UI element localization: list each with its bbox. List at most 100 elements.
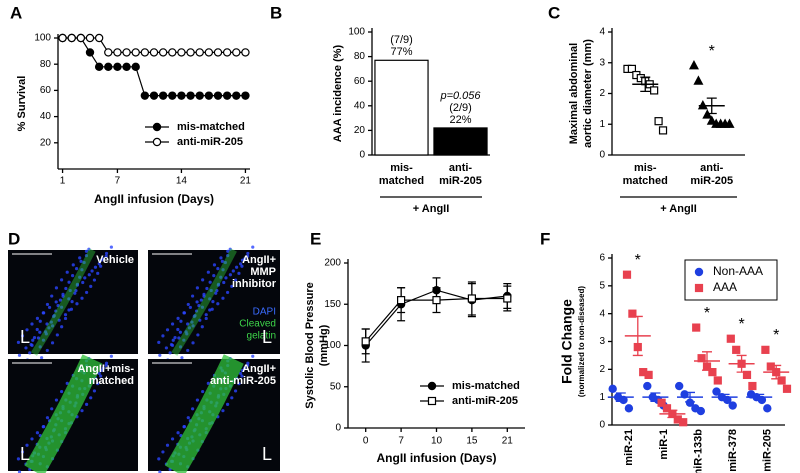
micrograph-dot [216, 282, 221, 286]
micrograph-dot [158, 470, 162, 473]
marker [122, 48, 131, 57]
lumen-label: L [262, 444, 272, 464]
annotation: * [709, 43, 715, 60]
micrograph-dot [43, 330, 48, 334]
micrograph-dot [96, 271, 100, 275]
panel-caption: anti-miR-205 [210, 375, 276, 387]
micrograph-dot [164, 346, 168, 350]
x-tick-label: 14 [176, 176, 188, 187]
micrograph-dot [226, 249, 230, 253]
panel-caption: AngII+ [242, 254, 276, 266]
x-tick-label: miR-378 [727, 429, 739, 472]
micrograph-stain [31, 248, 96, 356]
marker [204, 48, 214, 57]
sem-bar [667, 409, 678, 419]
sem-bar [640, 76, 651, 92]
micrograph-dot [45, 416, 50, 420]
micrograph-dot [246, 363, 250, 367]
micrograph-dot [79, 259, 83, 263]
micrograph-dot [220, 259, 224, 263]
micrograph-dot [243, 257, 247, 261]
micrograph-dot [64, 286, 68, 291]
marker [177, 91, 186, 100]
micrograph-dot [101, 257, 105, 261]
x-tick-label: 0 [363, 436, 369, 447]
micrograph-dot [69, 307, 74, 311]
lumen-label: L [20, 444, 30, 464]
marker [726, 334, 735, 343]
micrograph-dot [224, 276, 228, 280]
micrograph-dot [228, 247, 232, 251]
micrograph-dot [70, 274, 75, 278]
legend-marker [694, 283, 704, 293]
micrograph-dot [197, 304, 201, 308]
micrograph-dot [16, 340, 21, 344]
micrograph-dot [251, 245, 255, 249]
micrograph-dot [222, 280, 226, 285]
x-tick-label: matched [379, 175, 424, 187]
micrograph-dot [74, 267, 79, 271]
micrograph-dot [223, 260, 227, 265]
stain-label: DAPI [253, 307, 276, 318]
micrograph-dot [219, 275, 223, 279]
micrograph-dot [73, 291, 77, 295]
micrograph-dot [38, 345, 42, 349]
micrograph-dot [212, 274, 216, 278]
micrograph-dot [97, 371, 101, 376]
micrograph-dot [206, 270, 210, 274]
micrograph-dot [89, 396, 93, 400]
y-axis-label: (mmHg) [318, 324, 330, 366]
panel-caption: AngII+ [242, 363, 276, 375]
marker [177, 48, 186, 57]
micrograph-dot [238, 371, 243, 376]
micrograph-dot [226, 254, 230, 258]
micrograph-dot [157, 340, 161, 344]
micrograph-dot [45, 348, 49, 353]
value-label: 22% [449, 114, 471, 126]
sem-bar [685, 391, 695, 403]
y-tick-label: 80 [354, 51, 366, 62]
micrograph-dot [184, 330, 188, 334]
micrograph-dot [32, 335, 37, 340]
micrograph-dot [240, 368, 245, 373]
marker [766, 362, 775, 371]
micrograph-dot [38, 330, 42, 334]
micrograph-stain [164, 354, 244, 473]
micrograph-dot [65, 270, 69, 274]
y-tick-label: 40 [354, 100, 366, 111]
micrograph-dot [219, 256, 223, 260]
micrograph-dot [67, 280, 71, 284]
micrograph-dot [204, 316, 208, 321]
y-tick-label: 3 [599, 336, 605, 347]
micrograph-dot [209, 288, 213, 293]
micrograph-dot [198, 318, 202, 322]
x-tick-label: miR-205 [762, 429, 774, 472]
micrograph-dot [54, 398, 59, 402]
lumen-label: L [262, 327, 272, 347]
marker [131, 62, 140, 72]
micrograph-dot [75, 282, 80, 286]
marker [104, 62, 113, 72]
micrograph-dot [158, 353, 162, 357]
micrograph-dot [35, 327, 39, 332]
x-tick-label: 7 [115, 176, 121, 187]
micrograph-dot [54, 300, 58, 304]
micrograph-dot [54, 286, 59, 290]
micrograph-dot [87, 273, 91, 277]
marker [213, 91, 223, 100]
panel-letter: C [548, 3, 560, 22]
micrograph-dot [47, 326, 51, 330]
panel-letter: F [540, 229, 550, 248]
micrograph-dot [40, 356, 44, 360]
y-tick-label: 200 [324, 258, 341, 269]
marker [158, 48, 168, 57]
marker [232, 48, 241, 57]
marker [696, 406, 706, 416]
micrograph-dot [243, 366, 247, 370]
panel-caption: matched [89, 375, 134, 387]
panel-letter: A [10, 3, 22, 22]
y-tick-label: 4 [599, 308, 605, 319]
marker [140, 91, 150, 100]
micrograph-dot [56, 304, 60, 308]
marker [94, 33, 104, 43]
